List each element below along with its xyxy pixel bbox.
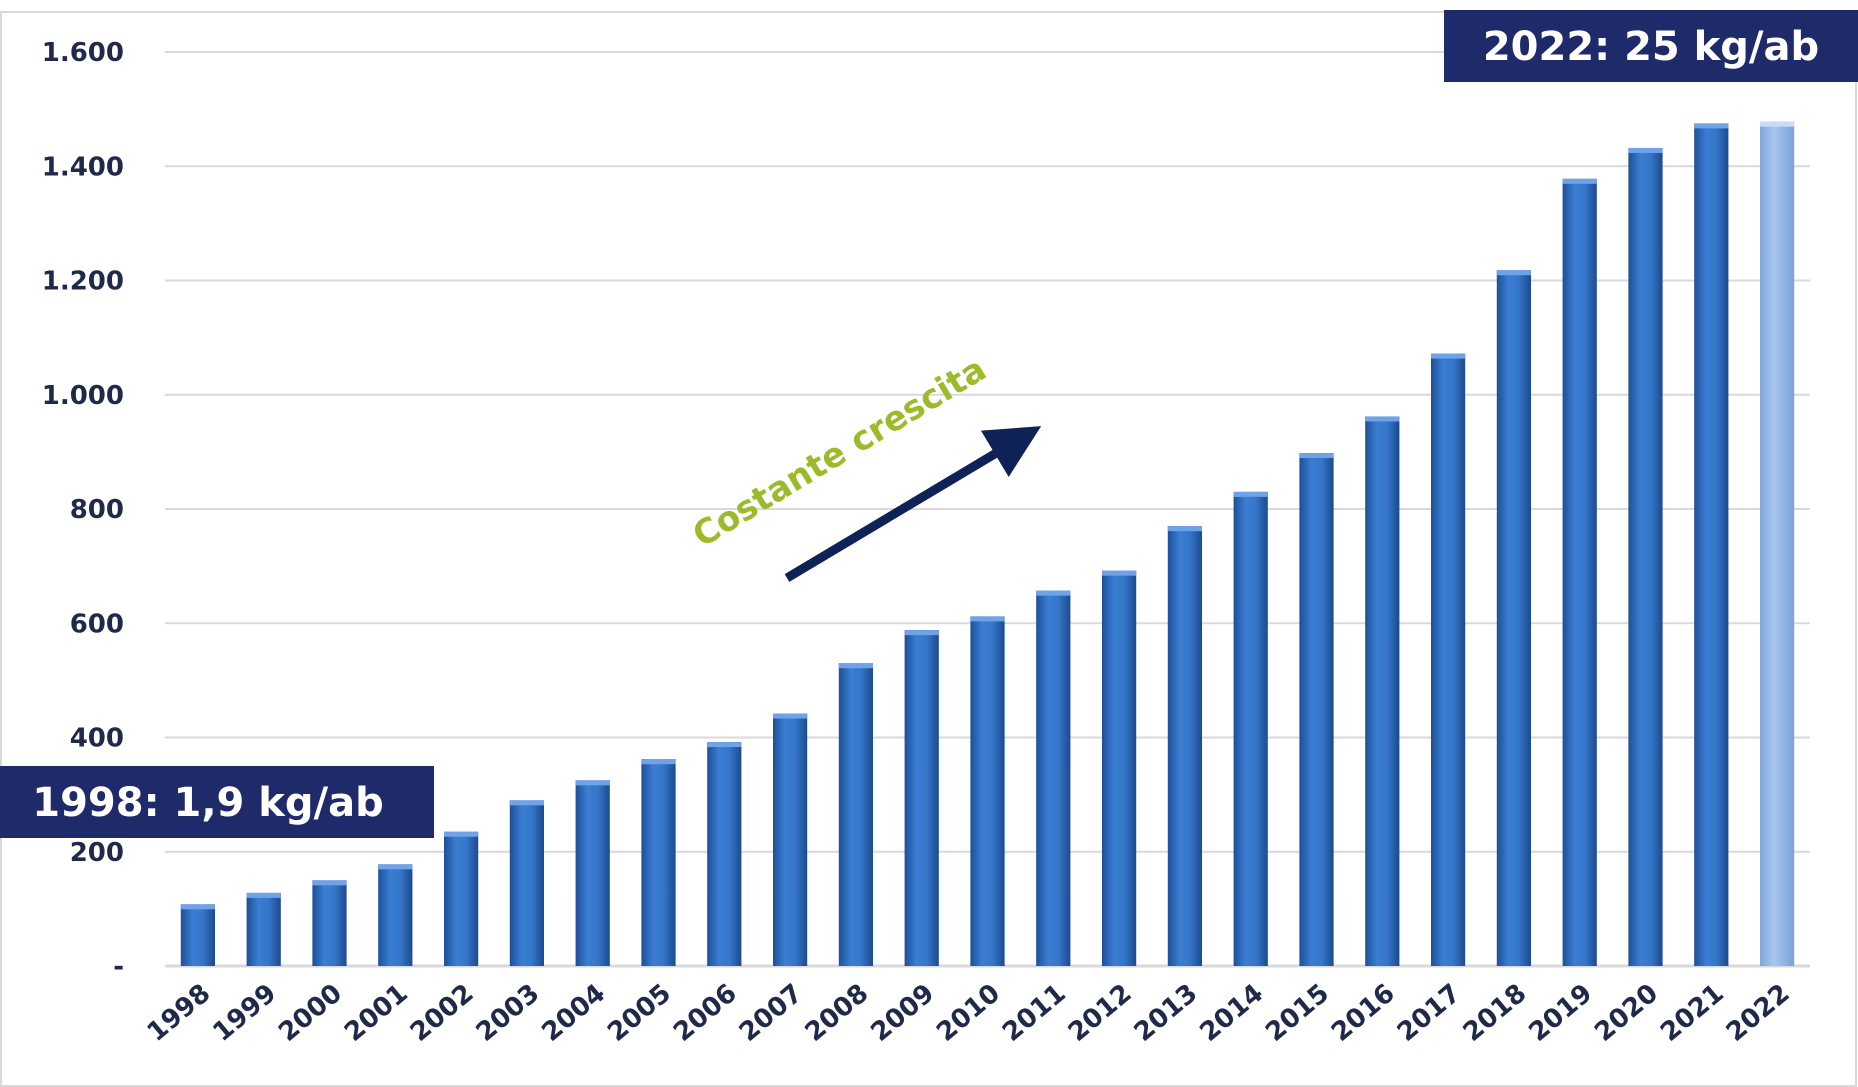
- y-tick-label: 1.200: [42, 267, 124, 297]
- y-tick-label: 200: [70, 838, 124, 868]
- x-tick-label: 1998: [142, 978, 217, 1048]
- start-callout-text: 1998: 1,9 kg/ab: [32, 780, 384, 826]
- start-callout: 1998: 1,9 kg/ab: [0, 766, 434, 838]
- bar-top-2009: [904, 630, 939, 636]
- x-axis-ticks: 1998199920002001200220032004200520062007…: [142, 978, 1796, 1048]
- bar-top-1998: [180, 904, 216, 910]
- y-tick-label: -: [113, 952, 124, 982]
- y-tick-label: 600: [70, 609, 124, 639]
- x-tick-label: 2003: [471, 978, 546, 1048]
- start-callout-box: [0, 766, 434, 838]
- x-tick-label: 2005: [602, 978, 677, 1048]
- y-tick-label: 800: [70, 495, 124, 525]
- bar-2014: [1233, 491, 1268, 966]
- x-tick-label: 2017: [1392, 978, 1467, 1048]
- bar-2003: [509, 800, 545, 966]
- y-tick-label: 1.000: [42, 381, 124, 411]
- trend-label: Costante crescita: [686, 349, 993, 555]
- chart-border: [0, 11, 1857, 1087]
- bar-2021: [1694, 123, 1729, 966]
- bar-2006: [707, 742, 742, 966]
- x-tick-label: 2009: [865, 978, 940, 1048]
- bar-top-2022: [1759, 121, 1795, 127]
- x-tick-label: 2002: [405, 978, 480, 1048]
- bar-2009: [904, 630, 939, 966]
- bar-2013: [1167, 526, 1203, 966]
- bars: [180, 121, 1795, 967]
- bar-top-2021: [1694, 123, 1729, 129]
- x-tick-label: 2000: [273, 978, 348, 1048]
- bar-top-2011: [1036, 590, 1071, 596]
- x-tick-label: 2008: [800, 978, 875, 1048]
- x-tick-label: 2014: [1194, 978, 1269, 1048]
- bar-top-2020: [1628, 147, 1663, 153]
- bar-top-2017: [1430, 353, 1466, 359]
- trend-arrow: [784, 426, 1042, 582]
- bar-top-2007: [772, 713, 808, 719]
- end-callout-box: [1444, 10, 1858, 82]
- x-tick-label: 2007: [734, 978, 809, 1048]
- bar-2007: [772, 713, 808, 966]
- bar-top-2013: [1167, 526, 1203, 532]
- end-callout-text: 2022: 25 kg/ab: [1483, 24, 1819, 70]
- bar-2001: [378, 864, 413, 966]
- x-tick-label: 2001: [339, 978, 414, 1048]
- bar-top-2015: [1299, 453, 1334, 459]
- bar-2011: [1036, 590, 1071, 966]
- bar-2000: [312, 880, 347, 966]
- x-tick-label: 2019: [1523, 978, 1598, 1048]
- bar-2012: [1101, 570, 1137, 966]
- x-tick-label: 2010: [931, 978, 1006, 1048]
- bar-top-2001: [378, 864, 413, 870]
- bar-1998: [180, 904, 216, 966]
- x-tick-label: 2013: [1129, 978, 1204, 1048]
- x-tick-label: 2004: [536, 978, 611, 1048]
- bar-top-2018: [1496, 270, 1532, 276]
- bar-1999: [246, 892, 281, 966]
- y-tick-label: 1.600: [42, 38, 124, 68]
- x-tick-label: 2022: [1721, 978, 1796, 1048]
- x-tick-label: 2006: [668, 978, 743, 1048]
- y-axis-ticks: - 200 400 600 800 1.000 1.200 1.400 1.600: [42, 38, 124, 982]
- bar-top-2004: [575, 780, 610, 786]
- y-tick-label: 400: [70, 724, 124, 754]
- x-tick-label: 2012: [1063, 978, 1138, 1048]
- bar-2004: [575, 780, 610, 966]
- bar-2020: [1628, 147, 1663, 967]
- bar-top-2019: [1562, 178, 1597, 184]
- x-tick-label: 2011: [997, 978, 1072, 1048]
- bar-2015: [1299, 453, 1334, 967]
- bar-top-2012: [1101, 570, 1137, 576]
- x-tick-label: 2018: [1458, 978, 1533, 1048]
- bar-top-2016: [1365, 416, 1400, 422]
- bar-2019: [1562, 178, 1597, 966]
- y-tick-label: 1.400: [42, 152, 124, 182]
- bar-top-2003: [509, 800, 545, 806]
- bar-2022: [1759, 121, 1795, 966]
- x-tick-label: 2021: [1655, 978, 1730, 1048]
- bar-top-2010: [970, 616, 1005, 622]
- bar-top-2008: [838, 663, 874, 669]
- x-tick-label: 2015: [1260, 978, 1335, 1048]
- bar-top-2006: [707, 742, 742, 748]
- bar-top-1999: [246, 892, 281, 898]
- bar-2002: [443, 831, 479, 966]
- end-callout: 2022: 25 kg/ab: [1444, 10, 1858, 82]
- bar-top-2005: [641, 759, 676, 765]
- bar-2008: [838, 663, 874, 966]
- x-tick-label: 2016: [1326, 978, 1401, 1048]
- bar-2010: [970, 616, 1005, 966]
- bar-top-2000: [312, 880, 347, 886]
- x-tick-label: 1999: [207, 978, 282, 1048]
- bar-2018: [1496, 270, 1532, 966]
- bar-2016: [1365, 416, 1400, 966]
- bar-top-2002: [443, 831, 479, 837]
- bar-top-2014: [1233, 491, 1268, 497]
- x-tick-label: 2020: [1589, 978, 1664, 1048]
- bar-2005: [641, 759, 676, 966]
- bar-2017: [1430, 353, 1466, 966]
